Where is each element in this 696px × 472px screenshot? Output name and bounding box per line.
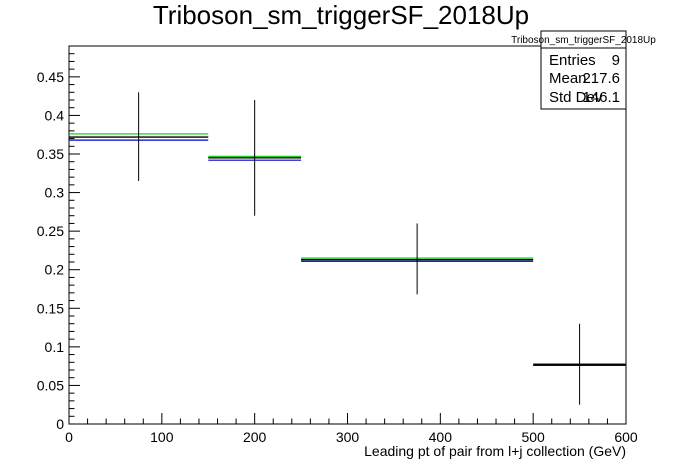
y-tick-label: 0.25	[37, 223, 64, 239]
x-tick-label: 0	[65, 429, 73, 445]
y-tick-label: 0.4	[45, 107, 65, 123]
x-tick-label: 500	[521, 429, 545, 445]
y-tick-label: 0	[56, 416, 64, 432]
stats-stddev-label: Std Dev	[549, 89, 603, 106]
y-tick-label: 0.3	[45, 185, 65, 201]
y-tick-label: 0.2	[45, 262, 65, 278]
x-tick-label: 300	[336, 429, 360, 445]
y-tick-label: 0.15	[37, 300, 64, 316]
stats-mean-label: Mean	[549, 70, 587, 87]
x-tick-label: 200	[243, 429, 267, 445]
x-tick-label: 400	[429, 429, 453, 445]
stats-entries-value: 9	[612, 52, 620, 69]
stats-mean-value: 217.6	[582, 70, 620, 87]
y-tick-label: 0.45	[37, 69, 64, 85]
x-axis-label: Leading pt of pair from l+j collection (…	[364, 443, 626, 459]
y-tick-label: 0.35	[37, 146, 64, 162]
chart-title: Triboson_sm_triggerSF_2018Up	[153, 0, 529, 30]
stats-box: Triboson_sm_triggerSF_2018Up Entries 9 M…	[511, 30, 656, 110]
stats-stddev-value: 146.1	[582, 89, 620, 106]
x-axis: 0 100 200 300 400 500 600	[65, 413, 638, 445]
x-tick-label: 100	[150, 429, 174, 445]
stats-entries-label: Entries	[549, 52, 596, 69]
x-tick-label: 600	[614, 429, 638, 445]
y-axis: 0 0.05 0.1 0.15 0.2 0.25 0.3 0.35 0.4 0.45	[37, 45, 80, 432]
data-series	[69, 92, 626, 405]
y-tick-label: 0.05	[37, 377, 64, 393]
y-tick-label: 0.1	[45, 339, 65, 355]
stats-box-frame	[540, 30, 627, 110]
stats-box-name: Triboson_sm_triggerSF_2018Up	[511, 35, 656, 46]
